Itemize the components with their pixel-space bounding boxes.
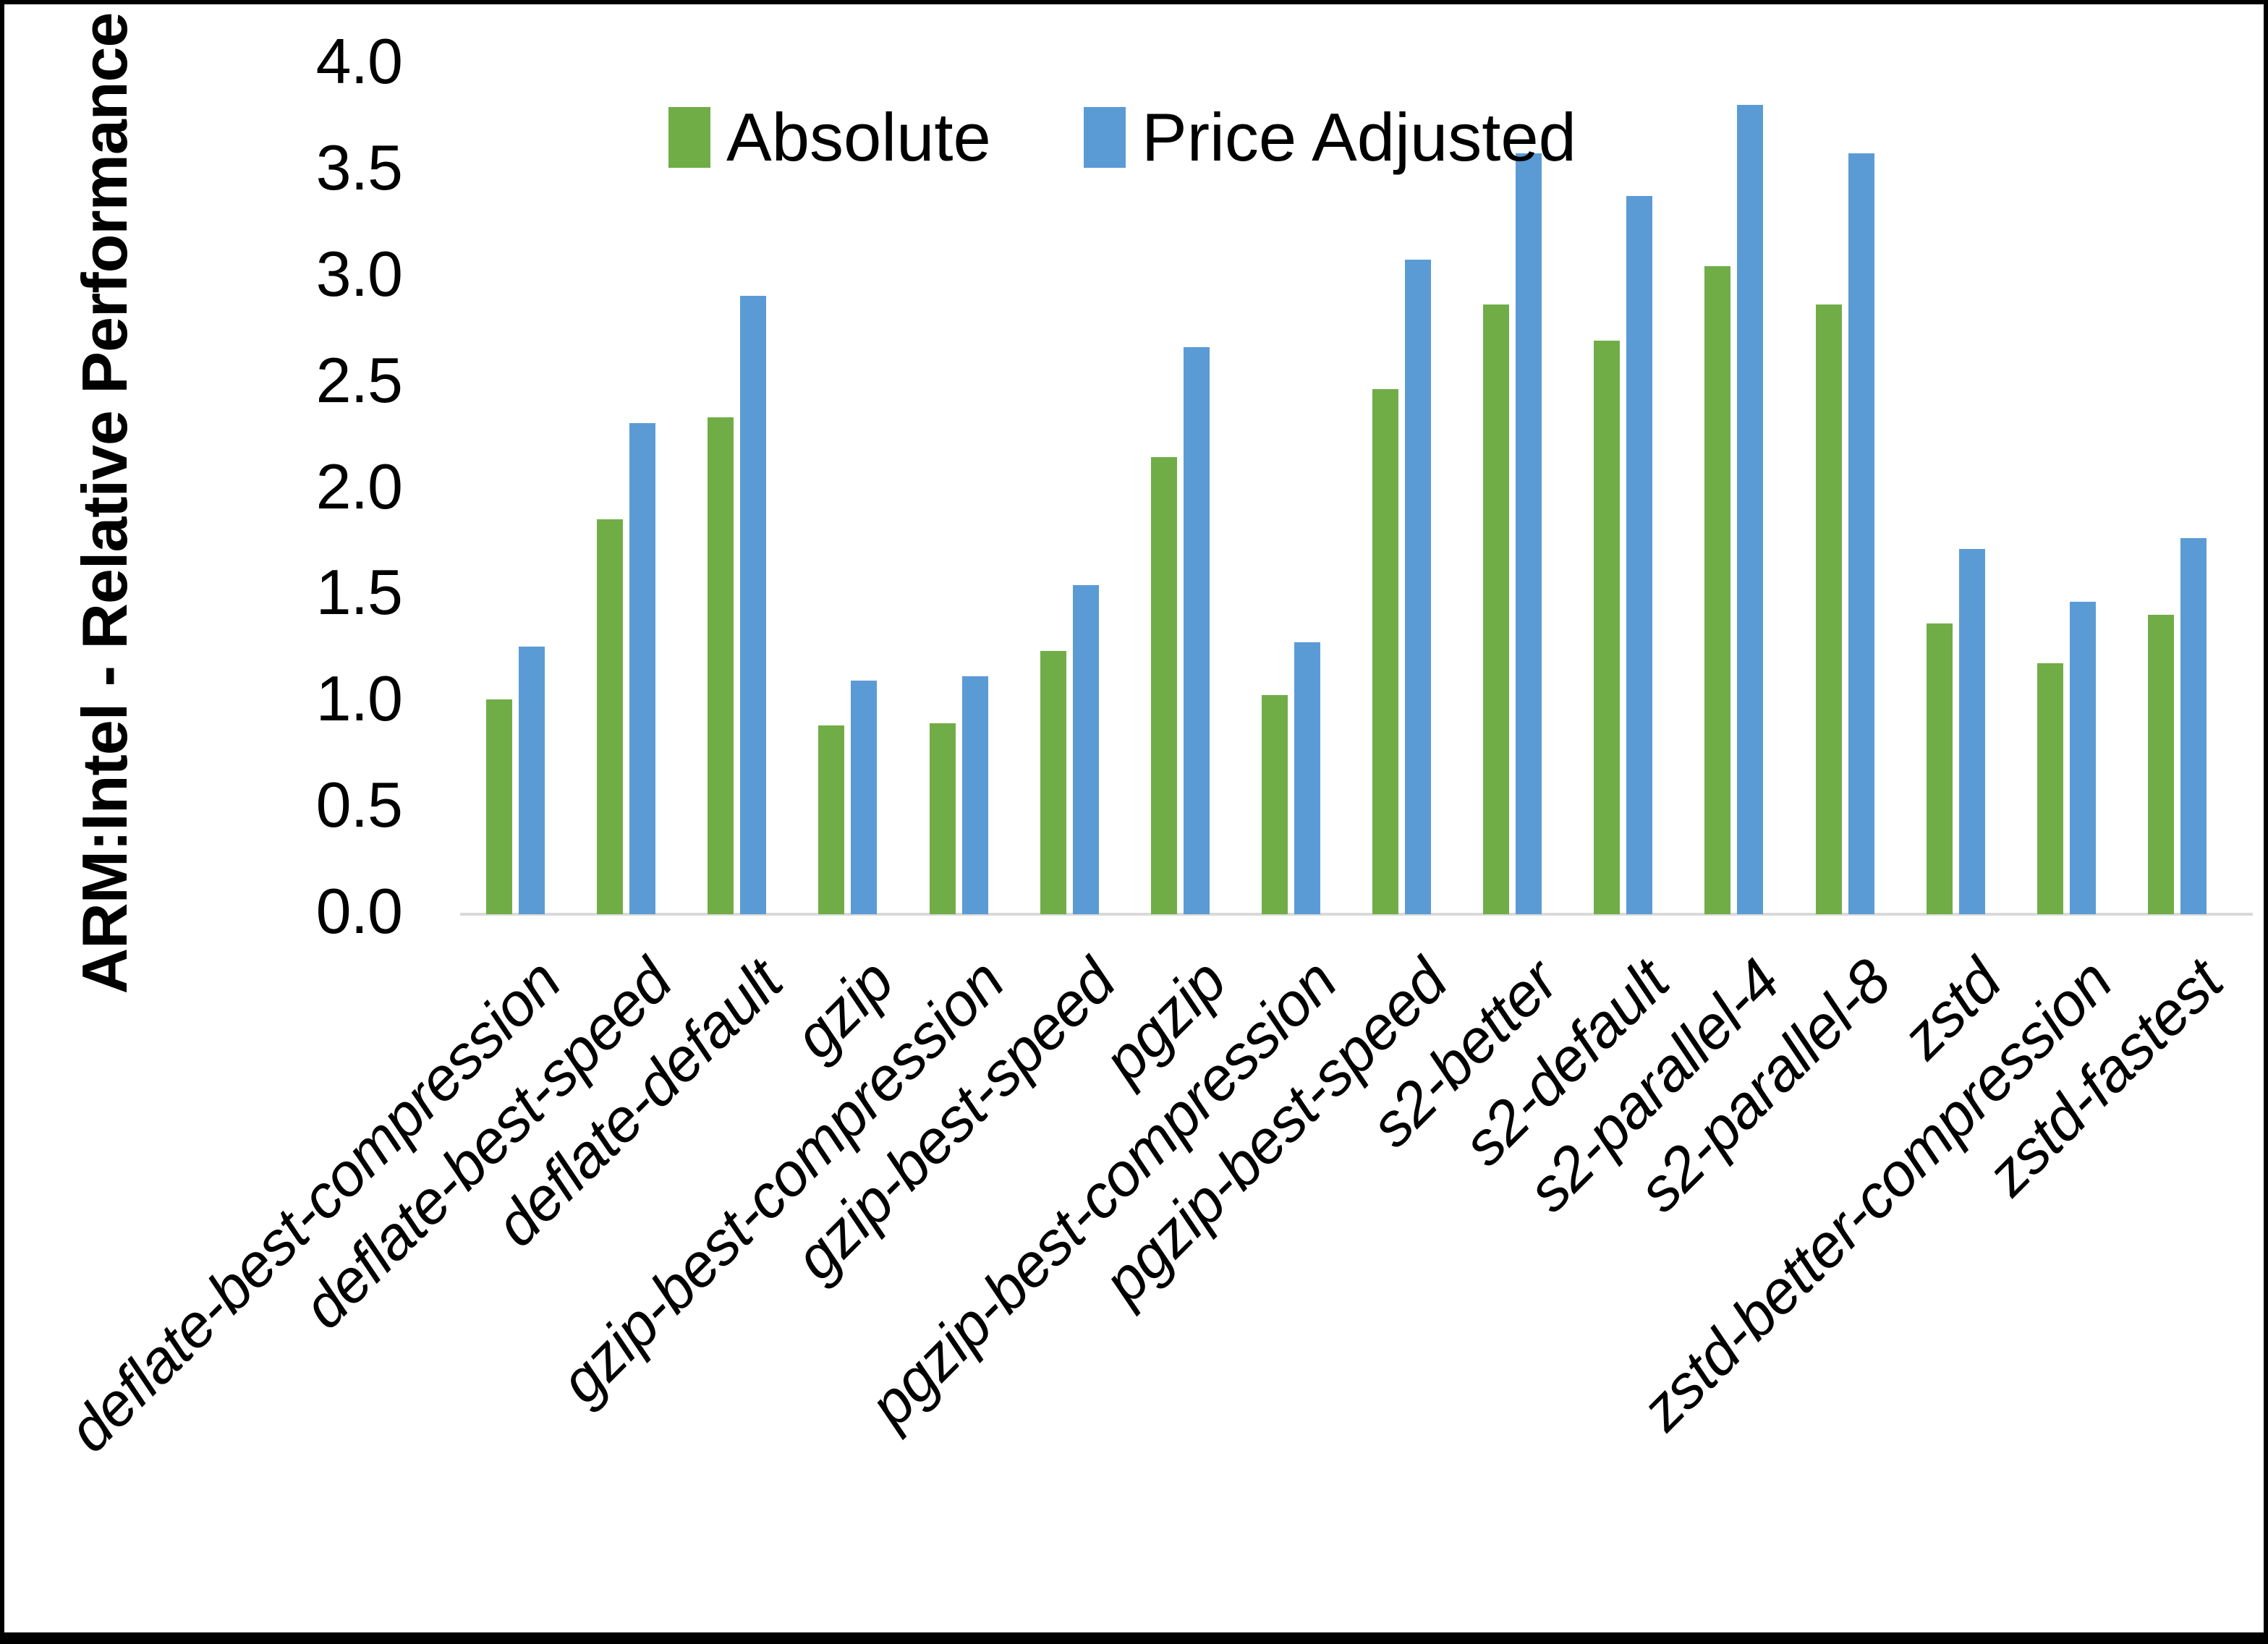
y-tick-label-1.5: 1.5 bbox=[315, 556, 403, 629]
bar-price-adjusted-pgzip bbox=[1184, 347, 1210, 914]
bar-absolute-pgzip-best-compression bbox=[1262, 695, 1288, 914]
bar-price-adjusted-s2-parallel-8 bbox=[1848, 153, 1874, 914]
legend-swatch-price-adjusted-icon bbox=[1084, 107, 1126, 168]
bar-price-adjusted-zstd-better-compression bbox=[2070, 602, 2096, 914]
y-tick-label-3.5: 3.5 bbox=[315, 131, 403, 203]
legend-item-price-adjusted: Price Adjusted bbox=[1084, 98, 1576, 176]
y-tick-label-0.5: 0.5 bbox=[315, 769, 403, 841]
bar-price-adjusted-s2-parallel-4 bbox=[1737, 105, 1763, 914]
y-tick-label-2.5: 2.5 bbox=[315, 344, 403, 416]
y-axis-title: ARM:Intel - Relative Performance bbox=[69, 12, 140, 995]
y-tick-label-2.0: 2.0 bbox=[315, 450, 403, 522]
bar-price-adjusted-gzip-best-speed bbox=[1073, 585, 1099, 914]
legend-swatch-absolute-icon bbox=[668, 107, 710, 168]
bar-absolute-deflate-best-speed bbox=[597, 519, 623, 914]
bar-absolute-gzip bbox=[818, 725, 844, 914]
bar-absolute-zstd-better-compression bbox=[2037, 663, 2063, 914]
bar-price-adjusted-deflate-default bbox=[740, 296, 766, 914]
bar-price-adjusted-deflate-best-speed bbox=[629, 423, 655, 914]
y-tick-label-1.0: 1.0 bbox=[315, 663, 403, 735]
bar-absolute-zstd-fastest bbox=[2148, 615, 2174, 914]
bar-absolute-pgzip bbox=[1151, 457, 1177, 914]
bar-absolute-gzip-best-speed bbox=[1040, 651, 1066, 914]
bar-absolute-gzip-best-compression bbox=[930, 723, 956, 914]
bar-price-adjusted-s2-default bbox=[1626, 196, 1652, 914]
bar-absolute-s2-better bbox=[1483, 304, 1509, 914]
x-axis-line bbox=[460, 913, 2253, 916]
bar-price-adjusted-s2-better bbox=[1516, 153, 1542, 914]
legend-label-price-adjusted: Price Adjusted bbox=[1142, 99, 1576, 175]
bar-price-adjusted-gzip bbox=[851, 681, 877, 914]
y-tick-label-0.0: 0.0 bbox=[315, 874, 403, 947]
bar-price-adjusted-gzip-best-compression bbox=[962, 676, 988, 914]
bar-price-adjusted-pgzip-best-speed bbox=[1405, 260, 1431, 914]
bar-price-adjusted-zstd-fastest bbox=[2180, 538, 2207, 914]
y-tick-label-4.0: 4.0 bbox=[315, 25, 403, 97]
bar-absolute-zstd bbox=[1927, 623, 1953, 914]
bar-absolute-s2-default bbox=[1594, 341, 1620, 914]
bar-price-adjusted-pgzip-best-compression bbox=[1294, 642, 1320, 914]
bar-absolute-pgzip-best-speed bbox=[1372, 389, 1398, 914]
legend-item-absolute: Absolute bbox=[668, 98, 991, 176]
bar-absolute-s2-parallel-8 bbox=[1816, 304, 1842, 914]
bar-absolute-s2-parallel-4 bbox=[1704, 266, 1730, 914]
bar-price-adjusted-deflate-best-compression bbox=[519, 647, 545, 914]
bar-absolute-deflate-best-compression bbox=[486, 699, 512, 914]
legend-label-absolute: Absolute bbox=[726, 99, 991, 175]
bar-absolute-deflate-default bbox=[708, 417, 734, 914]
bar-price-adjusted-zstd bbox=[1959, 549, 1985, 914]
y-tick-label-3.0: 3.0 bbox=[315, 237, 403, 310]
